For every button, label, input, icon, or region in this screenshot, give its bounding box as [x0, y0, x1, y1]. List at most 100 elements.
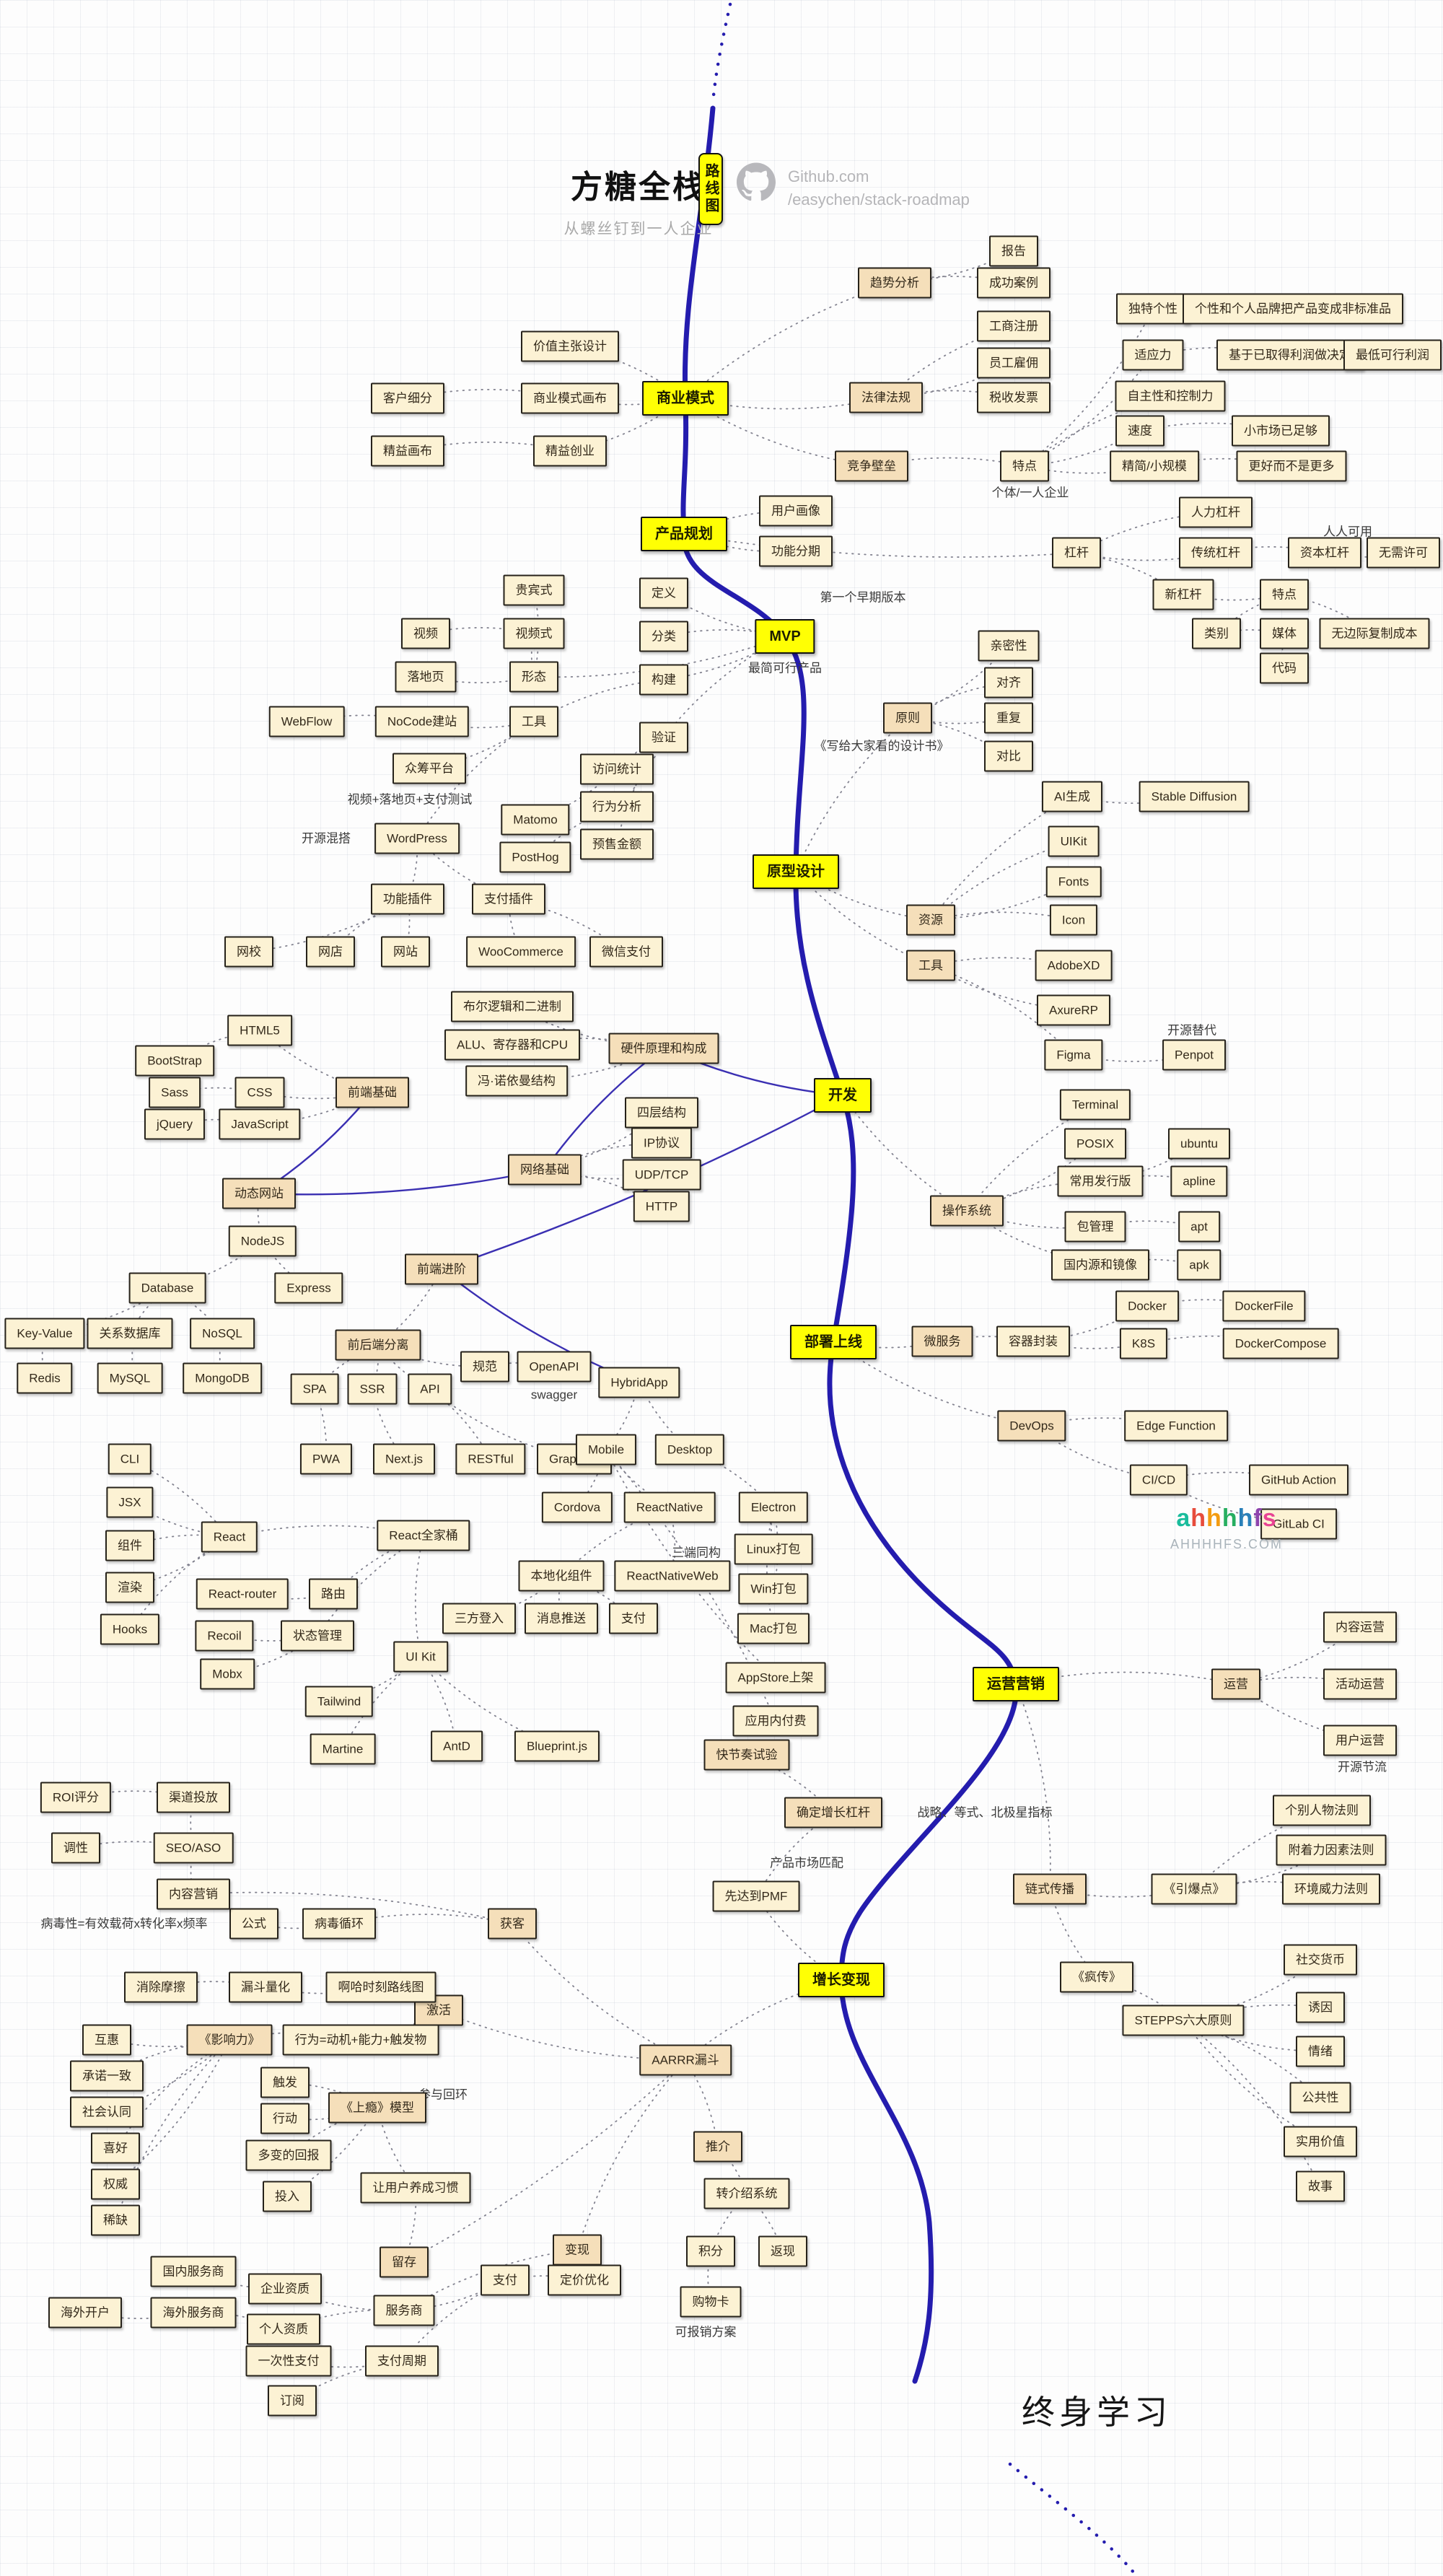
mindmap-node: 企业资质 — [248, 2273, 322, 2305]
mindmap-node: UI Kit — [393, 1641, 448, 1673]
mindmap-node: 资本杠杆 — [1288, 537, 1361, 569]
mindmap-node: Tailwind — [304, 1686, 374, 1717]
mindmap-node: 《疯传》 — [1060, 1961, 1133, 1993]
mindmap-node: OpenAPI — [517, 1351, 592, 1383]
mindmap-node: 视频 — [401, 618, 450, 649]
watermark-domain: AHHHHFS.COM — [1170, 1537, 1283, 1551]
mindmap-node: 支付 — [609, 1603, 658, 1634]
mindmap-node: API — [408, 1373, 452, 1405]
mindmap-node: AxureRP — [1036, 994, 1111, 1026]
mindmap-node: 运营 — [1211, 1668, 1260, 1700]
mindmap-node: 客户细分 — [371, 382, 444, 414]
mindmap-node: 公式 — [229, 1908, 278, 1940]
mindmap-node: 推介 — [693, 2131, 742, 2163]
mindmap-node: 价值主张设计 — [521, 330, 619, 362]
mindmap-node: GitLab CI — [1260, 1508, 1337, 1540]
mindmap-node: 诱因 — [1296, 1992, 1345, 2023]
mindmap-caption: 人人可用 — [1323, 525, 1372, 539]
spine-bottom-dotted — [1008, 2462, 1136, 2575]
mindmap-node: POSIX — [1064, 1128, 1126, 1160]
mindmap-node: CLI — [108, 1443, 152, 1475]
mindmap-node: 基于已取得利润做决定 — [1216, 339, 1364, 371]
mindmap-node: Mobile — [575, 1434, 637, 1466]
mindmap-node: 多变的回报 — [245, 2139, 332, 2171]
mindmap-node: Edge Function — [1124, 1410, 1228, 1442]
mindmap-node: Redis — [17, 1362, 73, 1394]
mindmap-node: 购物卡 — [680, 2286, 742, 2318]
mindmap-node: Figma — [1044, 1039, 1103, 1071]
mindmap-node: 贵宾式 — [503, 574, 565, 606]
mindmap-node: CSS — [234, 1077, 285, 1108]
mindmap-node: HybridApp — [598, 1367, 680, 1398]
mindmap-node: 网站 — [381, 936, 430, 968]
mindmap-node: 漏斗量化 — [229, 1971, 302, 2003]
mindmap-node: 订阅 — [268, 2385, 317, 2417]
mindmap-node: SSR — [347, 1373, 398, 1405]
mindmap-node: AppStore上架 — [725, 1662, 826, 1694]
mindmap-node: PostHog — [499, 841, 571, 873]
mindmap-node: NoCode建站 — [374, 706, 470, 737]
mindmap-node: 冯·诺依曼结构 — [465, 1065, 568, 1097]
mindmap-node: 变现 — [553, 2234, 602, 2266]
mindmap-node: IP协议 — [631, 1127, 693, 1159]
mindmap-node: 链式传播 — [1013, 1873, 1087, 1905]
mindmap-node: 啊哈时刻路线图 — [325, 1971, 437, 2003]
roadmap-spine — [680, 105, 1019, 2384]
mindmap-node: 精益创业 — [533, 435, 607, 467]
mindmap-node: 三方登入 — [442, 1603, 516, 1634]
mindmap-node: 公共性 — [1289, 2082, 1351, 2113]
mindmap-caption: 开源节流 — [1338, 1760, 1387, 1774]
mindmap-node: 开发 — [814, 1078, 872, 1113]
mindmap-node: apline — [1170, 1165, 1228, 1197]
mindmap-caption: 第一个早期版本 — [820, 590, 906, 605]
mindmap-node: 对比 — [984, 740, 1033, 772]
mindmap-node: 增长变现 — [798, 1963, 885, 1997]
mindmap-node: 原则 — [883, 702, 932, 734]
mindmap-node: DockerFile — [1222, 1290, 1306, 1322]
mindmap-node: 资源 — [906, 904, 955, 936]
mindmap-node: 员工雇佣 — [977, 347, 1051, 379]
mindmap-node: 互惠 — [82, 2024, 131, 2056]
mindmap-node: 成功案例 — [977, 267, 1051, 299]
mindmap-node: 个性和个人品牌把产品变成非标准品 — [1183, 293, 1403, 325]
mindmap-node: Stable Diffusion — [1139, 781, 1250, 812]
mindmap-node: 病毒循环 — [302, 1908, 376, 1940]
mindmap-node: 特点 — [1000, 450, 1049, 482]
mindmap-node: 构建 — [639, 664, 688, 696]
mindmap-node: Next.js — [373, 1443, 435, 1475]
mindmap-node: Electron — [738, 1491, 809, 1523]
mindmap-node: 《上瘾》模型 — [328, 2092, 426, 2124]
mindmap-node: Linux打包 — [734, 1533, 813, 1565]
mindmap-node: Recoil — [195, 1620, 254, 1652]
site-subtitle: 从螺丝钉到一人企业 — [563, 221, 714, 237]
watermark: ahhhhfs AHHHHFS.COM — [1170, 1504, 1283, 1552]
mindmap-node: Express — [274, 1272, 343, 1304]
mindmap-node: 前端基础 — [335, 1077, 409, 1108]
mindmap-node: MySQL — [97, 1362, 163, 1394]
mindmap-node: 故事 — [1296, 2170, 1345, 2202]
mindmap-node: 本地化组件 — [518, 1560, 605, 1592]
mindmap-node: 应用内付费 — [732, 1705, 819, 1737]
mindmap-node: ROI评分 — [40, 1782, 112, 1813]
mindmap-node: apt — [1178, 1211, 1220, 1243]
watermark-logo-text: ahhhhfs — [1176, 1504, 1277, 1532]
mindmap-node: Terminal — [1059, 1089, 1131, 1121]
mindmap-node: jQuery — [144, 1108, 206, 1140]
mindmap-node: Sass — [149, 1077, 201, 1108]
mindmap-node: 关系数据库 — [87, 1318, 173, 1349]
mindmap-node: 形态 — [509, 661, 558, 693]
mindmap-node: K8S — [1119, 1328, 1168, 1359]
mindmap-node: 小市场已足够 — [1232, 415, 1330, 447]
mindmap-node: 四层结构 — [625, 1097, 698, 1129]
mindmap-node: 触发 — [260, 2067, 310, 2098]
mindmap-node: 内容运营 — [1323, 1611, 1397, 1643]
mindmap-node: Blueprint.js — [514, 1730, 600, 1762]
mindmap-node: NoSQL — [190, 1318, 255, 1349]
mindmap-node: React — [201, 1521, 258, 1553]
roadmap-badge: 路线图 — [698, 153, 723, 225]
mindmap-node: 行为分析 — [580, 791, 654, 823]
mindmap-node: 更好而不是更多 — [1236, 450, 1347, 482]
mindmap-node: Win打包 — [738, 1573, 809, 1605]
mindmap-node: 调性 — [51, 1832, 100, 1864]
mindmap-node: 网店 — [306, 936, 355, 968]
